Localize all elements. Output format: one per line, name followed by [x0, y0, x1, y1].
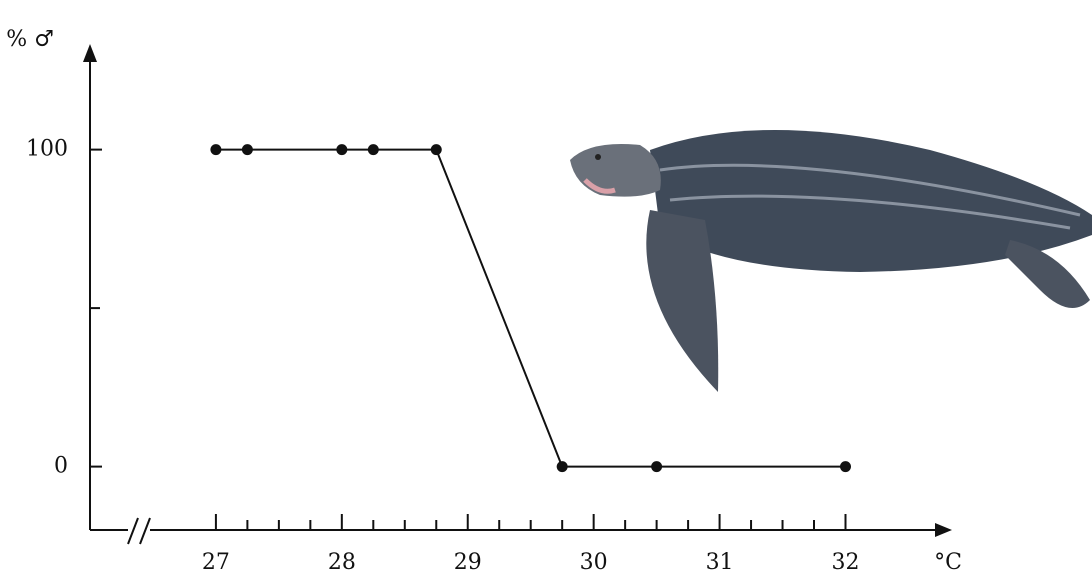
x-tick-label: 29	[454, 550, 482, 575]
data-point	[430, 144, 442, 156]
x-axis-arrow	[935, 523, 952, 537]
x-tick-label: 30	[580, 550, 608, 575]
x-tick-label: 27	[202, 550, 230, 575]
data-line	[215, 148, 846, 468]
data-point	[651, 461, 663, 473]
y-tick-label: 0	[54, 454, 68, 479]
y-tick-label: 100	[26, 137, 68, 162]
data-point	[839, 461, 851, 473]
turtle-illustration	[570, 130, 1092, 392]
data-point	[556, 461, 568, 473]
x-axis-label: °C	[934, 550, 962, 575]
y-axis-arrow	[83, 44, 97, 62]
axis-break	[127, 517, 139, 545]
x-tick-label: 32	[831, 550, 859, 575]
y-axis-label: % ♂	[6, 27, 54, 52]
axis-break	[139, 517, 151, 545]
x-tick-label: 28	[328, 550, 356, 575]
x-tick-label: 31	[706, 550, 734, 575]
data-point	[210, 144, 222, 156]
data-point	[336, 144, 348, 156]
data-point	[241, 144, 253, 156]
data-point	[367, 144, 379, 156]
